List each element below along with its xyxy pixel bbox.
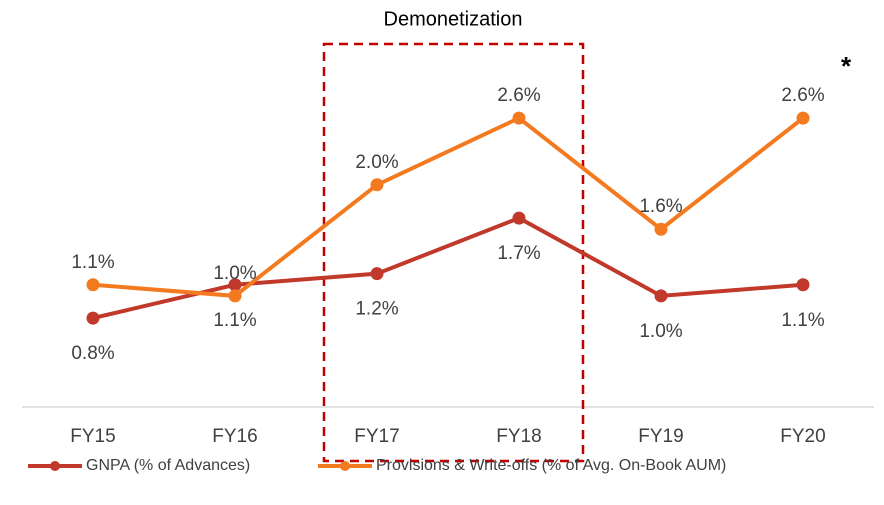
data-label: 1.0% <box>639 321 682 342</box>
point <box>654 289 668 303</box>
point <box>228 289 242 303</box>
point <box>654 222 668 236</box>
data-label: 1.1% <box>71 252 114 273</box>
legend-label: Provisions & Write-offs (% of Avg. On-Bo… <box>376 457 726 474</box>
point <box>796 278 810 292</box>
series-line <box>92 215 804 321</box>
data-label: 1.1% <box>781 310 824 331</box>
x-tick-label: FY20 <box>780 426 825 447</box>
x-tick-label: FY18 <box>496 426 541 447</box>
point <box>370 267 384 281</box>
data-label: 1.2% <box>355 299 398 320</box>
x-tick-label: FY15 <box>70 426 115 447</box>
x-tick-label: FY17 <box>354 426 399 447</box>
data-label: 1.0% <box>213 263 256 284</box>
point <box>512 111 526 125</box>
legend-label: GNPA (% of Advances) <box>86 457 250 474</box>
series-line <box>92 115 805 298</box>
point <box>512 211 526 225</box>
data-label: 2.6% <box>781 85 824 106</box>
x-tick-label: FY16 <box>212 426 257 447</box>
point <box>86 278 100 292</box>
legend-marker <box>50 461 60 471</box>
data-label: 1.7% <box>497 243 540 264</box>
point <box>228 278 242 292</box>
data-label: 1.1% <box>213 310 256 331</box>
data-label: 2.0% <box>355 152 398 173</box>
x-tick-label: FY19 <box>638 426 683 447</box>
point <box>86 311 100 325</box>
asterisk: * <box>841 51 852 81</box>
annotation: Demonetization <box>384 8 523 30</box>
data-label: 0.8% <box>71 343 114 364</box>
legend-marker <box>340 461 350 471</box>
point <box>370 178 384 192</box>
data-label: 1.6% <box>639 196 682 217</box>
demonetization-box <box>322 42 585 463</box>
data-label: 2.6% <box>497 85 540 106</box>
point <box>796 111 810 125</box>
